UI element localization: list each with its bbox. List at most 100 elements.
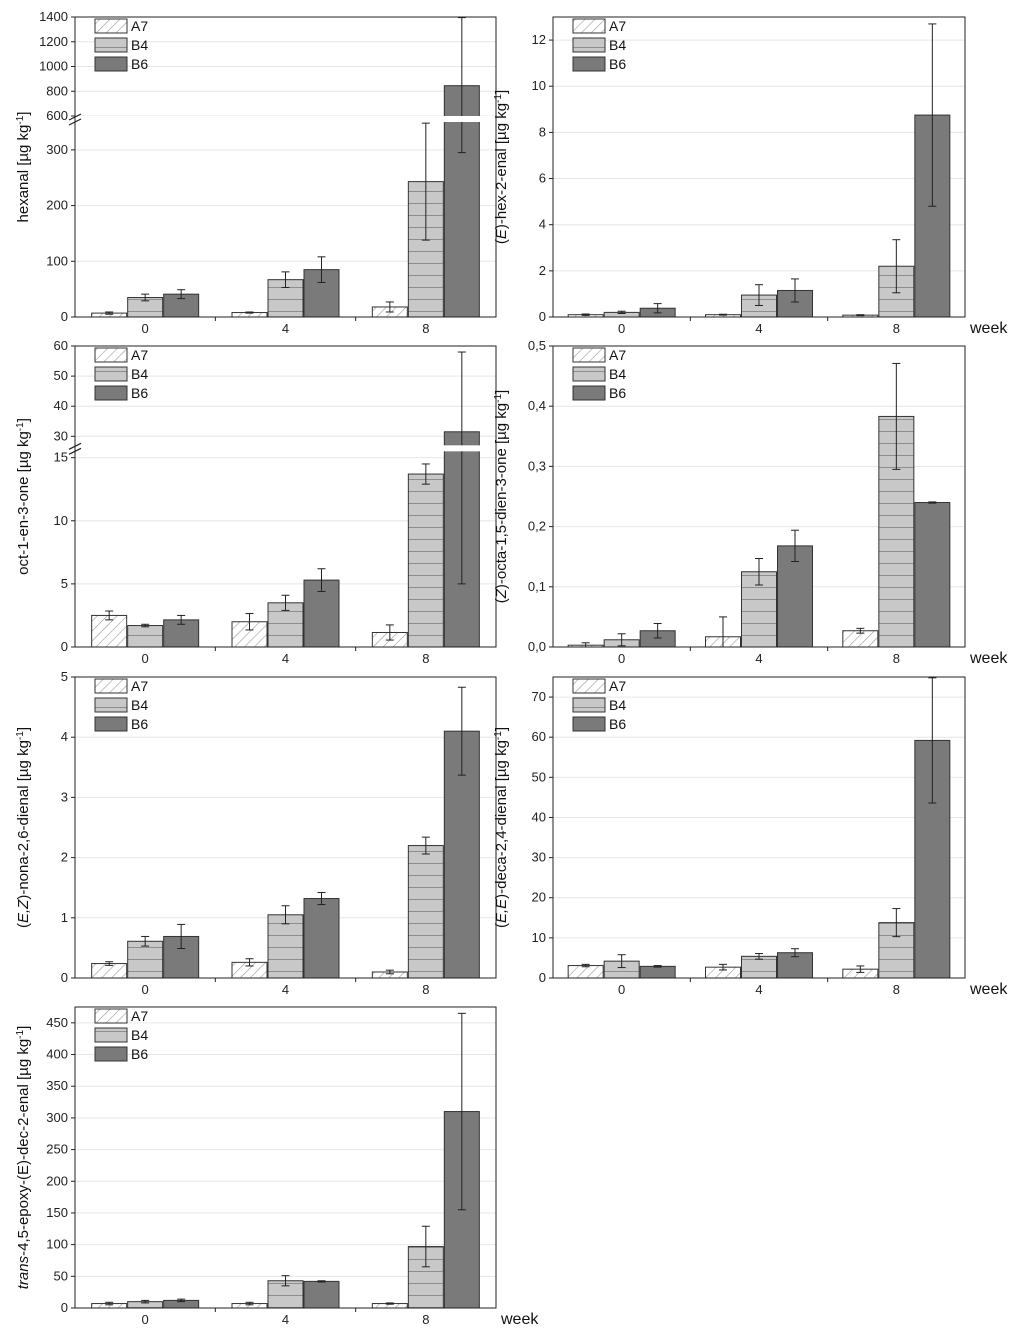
y-tick-label: 100 bbox=[46, 253, 68, 268]
y-axis-label: (E,E)-deca-2,4-dienal [µg kg-1] bbox=[493, 727, 511, 928]
y-tick-label: 50 bbox=[54, 368, 68, 383]
y-tick-label: 6 bbox=[539, 171, 546, 186]
legend-label-B6: B6 bbox=[131, 716, 148, 732]
y-tick-label: 0,1 bbox=[528, 579, 546, 594]
x-tick-label: 0 bbox=[618, 651, 625, 666]
legend-swatch-B4 bbox=[572, 697, 606, 713]
y-axis-label-part: oct-1-en-3-one [µg kg bbox=[15, 431, 32, 575]
legend-swatch-A7 bbox=[572, 18, 606, 34]
legend-label-B6: B6 bbox=[131, 1046, 148, 1062]
y-tick-label: 60 bbox=[532, 729, 546, 744]
x-tick-label: 8 bbox=[422, 651, 429, 666]
y-axis-label-part: ] bbox=[15, 727, 32, 731]
x-tick-label: 4 bbox=[755, 651, 762, 666]
y-tick-label: 0,5 bbox=[528, 338, 546, 353]
legend-swatch-B6 bbox=[94, 716, 128, 732]
y-axis-label-part: -1 bbox=[493, 394, 504, 403]
y-tick-label: 20 bbox=[532, 890, 546, 905]
legend-swatch-B6 bbox=[94, 56, 128, 72]
plot-frame bbox=[74, 1006, 497, 1309]
chart-panel-decadienal: 0 10 20 30 40 50 60 70 0 4 8 week (E,E)-deca-2,4-die… bbox=[493, 676, 1008, 998]
y-tick-label: 40 bbox=[532, 809, 546, 824]
x-axis-label: week bbox=[500, 1311, 539, 1328]
legend-label-A7: A7 bbox=[609, 18, 626, 34]
legend-swatch-B4 bbox=[572, 37, 606, 53]
y-tick-label: 0 bbox=[61, 639, 68, 654]
legend-label-B6: B6 bbox=[609, 716, 626, 732]
y-tick-label: 100 bbox=[46, 1237, 68, 1252]
y-tick-label: 10 bbox=[54, 513, 68, 528]
y-tick-label: 300 bbox=[46, 142, 68, 157]
legend-swatch-A7 bbox=[94, 678, 128, 694]
legend-label-A7: A7 bbox=[131, 347, 148, 363]
x-tick-label: 4 bbox=[282, 1312, 289, 1327]
axis-break-band bbox=[76, 116, 496, 122]
x-tick-label: 0 bbox=[618, 321, 625, 336]
y-axis-label-part: -4,5-epoxy-(E)-dec-2-enal [µg kg bbox=[15, 1039, 32, 1256]
y-tick-label: 12 bbox=[532, 32, 546, 47]
y-axis-label-part: ( bbox=[493, 598, 510, 603]
y-axis-label-part: -1 bbox=[15, 115, 26, 124]
y-tick-label: 0 bbox=[539, 970, 546, 985]
y-axis-label-part: trans bbox=[15, 1255, 32, 1289]
legend-label-B6: B6 bbox=[131, 56, 148, 72]
y-axis-label-part: )-hex-2-enal [µg kg bbox=[493, 103, 510, 229]
y-tick-label: 8 bbox=[539, 124, 546, 139]
chart-panel-nonadienal: 0 1 2 3 4 5 0 4 8 (E,Z)-nona-2,6-dienal [µg kg-1]… bbox=[15, 669, 497, 997]
legend-swatch-B4 bbox=[94, 697, 128, 713]
plot-frame bbox=[74, 16, 497, 318]
y-tick-label: 600 bbox=[46, 108, 68, 123]
y-axis-label-part: ] bbox=[493, 727, 510, 731]
legend-swatch-B4 bbox=[94, 37, 128, 53]
y-tick-label: 1200 bbox=[39, 34, 68, 49]
y-tick-label: 0 bbox=[61, 309, 68, 324]
legend-label-A7: A7 bbox=[609, 347, 626, 363]
y-axis-label-part: -1 bbox=[15, 1029, 26, 1038]
plot-frame bbox=[74, 676, 497, 979]
y-axis-label-part: ] bbox=[493, 90, 510, 94]
y-axis-label-part: E,Z bbox=[15, 899, 32, 923]
x-axis-label: week bbox=[969, 650, 1008, 667]
legend-label-A7: A7 bbox=[131, 678, 148, 694]
y-axis-label-part: -1 bbox=[493, 731, 504, 740]
y-axis-label: oct-1-en-3-one [µg kg-1] bbox=[15, 418, 33, 575]
bar-B4-week-8 bbox=[407, 845, 444, 979]
y-axis-label-part: Z bbox=[493, 588, 510, 599]
plot-frame bbox=[74, 345, 497, 648]
y-tick-label: 4 bbox=[539, 217, 546, 232]
legend-label-B4: B4 bbox=[131, 37, 148, 53]
y-tick-label: 2 bbox=[61, 850, 68, 865]
y-tick-label: 350 bbox=[46, 1078, 68, 1093]
y-tick-label: 3 bbox=[61, 789, 68, 804]
axis-break-band bbox=[76, 445, 496, 452]
legend-swatch-B4 bbox=[572, 366, 606, 382]
y-axis-label-part: E bbox=[493, 228, 510, 239]
y-tick-label: 1400 bbox=[39, 9, 68, 24]
y-axis-label: (E,Z)-nona-2,6-dienal [µg kg-1] bbox=[15, 727, 33, 928]
y-tick-label: 50 bbox=[532, 769, 546, 784]
y-tick-label: 10 bbox=[532, 930, 546, 945]
y-tick-label: 5 bbox=[61, 576, 68, 591]
bar-B6-week-0 bbox=[639, 965, 676, 979]
chart-panel-hexanal: 0 100 200 300 600 800 1000 1200 1400 0 4 8 hexanal [… bbox=[15, 9, 497, 336]
bar-B6-week-8 bbox=[914, 502, 951, 648]
y-axis-label: hexanal [µg kg-1] bbox=[15, 112, 33, 223]
y-axis-label: (E)-hex-2-enal [µg kg-1] bbox=[493, 90, 511, 244]
y-tick-label: 0,3 bbox=[528, 458, 546, 473]
y-tick-label: 60 bbox=[54, 338, 68, 353]
x-tick-label: 0 bbox=[142, 321, 149, 336]
y-tick-label: 0,4 bbox=[528, 398, 546, 413]
x-axis-label: week bbox=[969, 320, 1008, 337]
y-axis-label-part: )-deca-2,4-dienal [µg kg bbox=[493, 740, 510, 899]
y-tick-label: 0,2 bbox=[528, 519, 546, 534]
y-axis-label-part: ] bbox=[493, 390, 510, 394]
chart-panel-octadienone: 0,0 0,1 0,2 0,3 0,4 0,5 0 4 8 week (Z)-octa-1,5-di… bbox=[493, 338, 1009, 667]
x-tick-label: 4 bbox=[755, 982, 762, 997]
legend-label-A7: A7 bbox=[609, 678, 626, 694]
legend-label-B4: B4 bbox=[131, 697, 148, 713]
y-tick-label: 30 bbox=[54, 428, 68, 443]
plot-frame bbox=[552, 676, 966, 979]
x-tick-label: 8 bbox=[893, 982, 900, 997]
y-axis-label-part: ] bbox=[15, 418, 32, 422]
